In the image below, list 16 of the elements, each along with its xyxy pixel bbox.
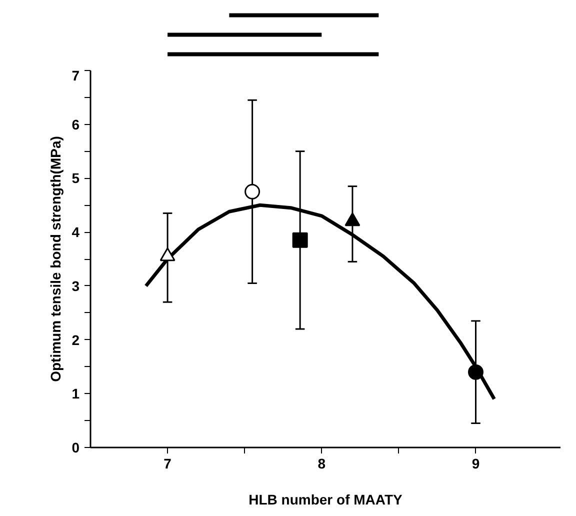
y-axis-title: Optimum tensile bond strength(MPa): [48, 136, 64, 382]
y-tick-label: 1: [72, 386, 80, 402]
x-tick-label: 9: [472, 456, 480, 472]
y-tick-label: 5: [72, 170, 80, 186]
x-axis-title: HLB number of MAATY: [248, 492, 404, 508]
y-tick-label: 4: [72, 224, 80, 240]
y-tick-label: 0: [72, 440, 80, 456]
point: [244, 184, 260, 200]
y-tick-label: 7: [72, 68, 80, 84]
y-tick-label: 2: [72, 332, 80, 348]
y-tick-label: 6: [72, 116, 80, 132]
x-tick-label: 8: [318, 456, 326, 472]
x-tick-label: 7: [164, 456, 172, 472]
point: [468, 364, 484, 380]
point: [292, 232, 308, 248]
y-tick-label: 3: [72, 278, 80, 294]
